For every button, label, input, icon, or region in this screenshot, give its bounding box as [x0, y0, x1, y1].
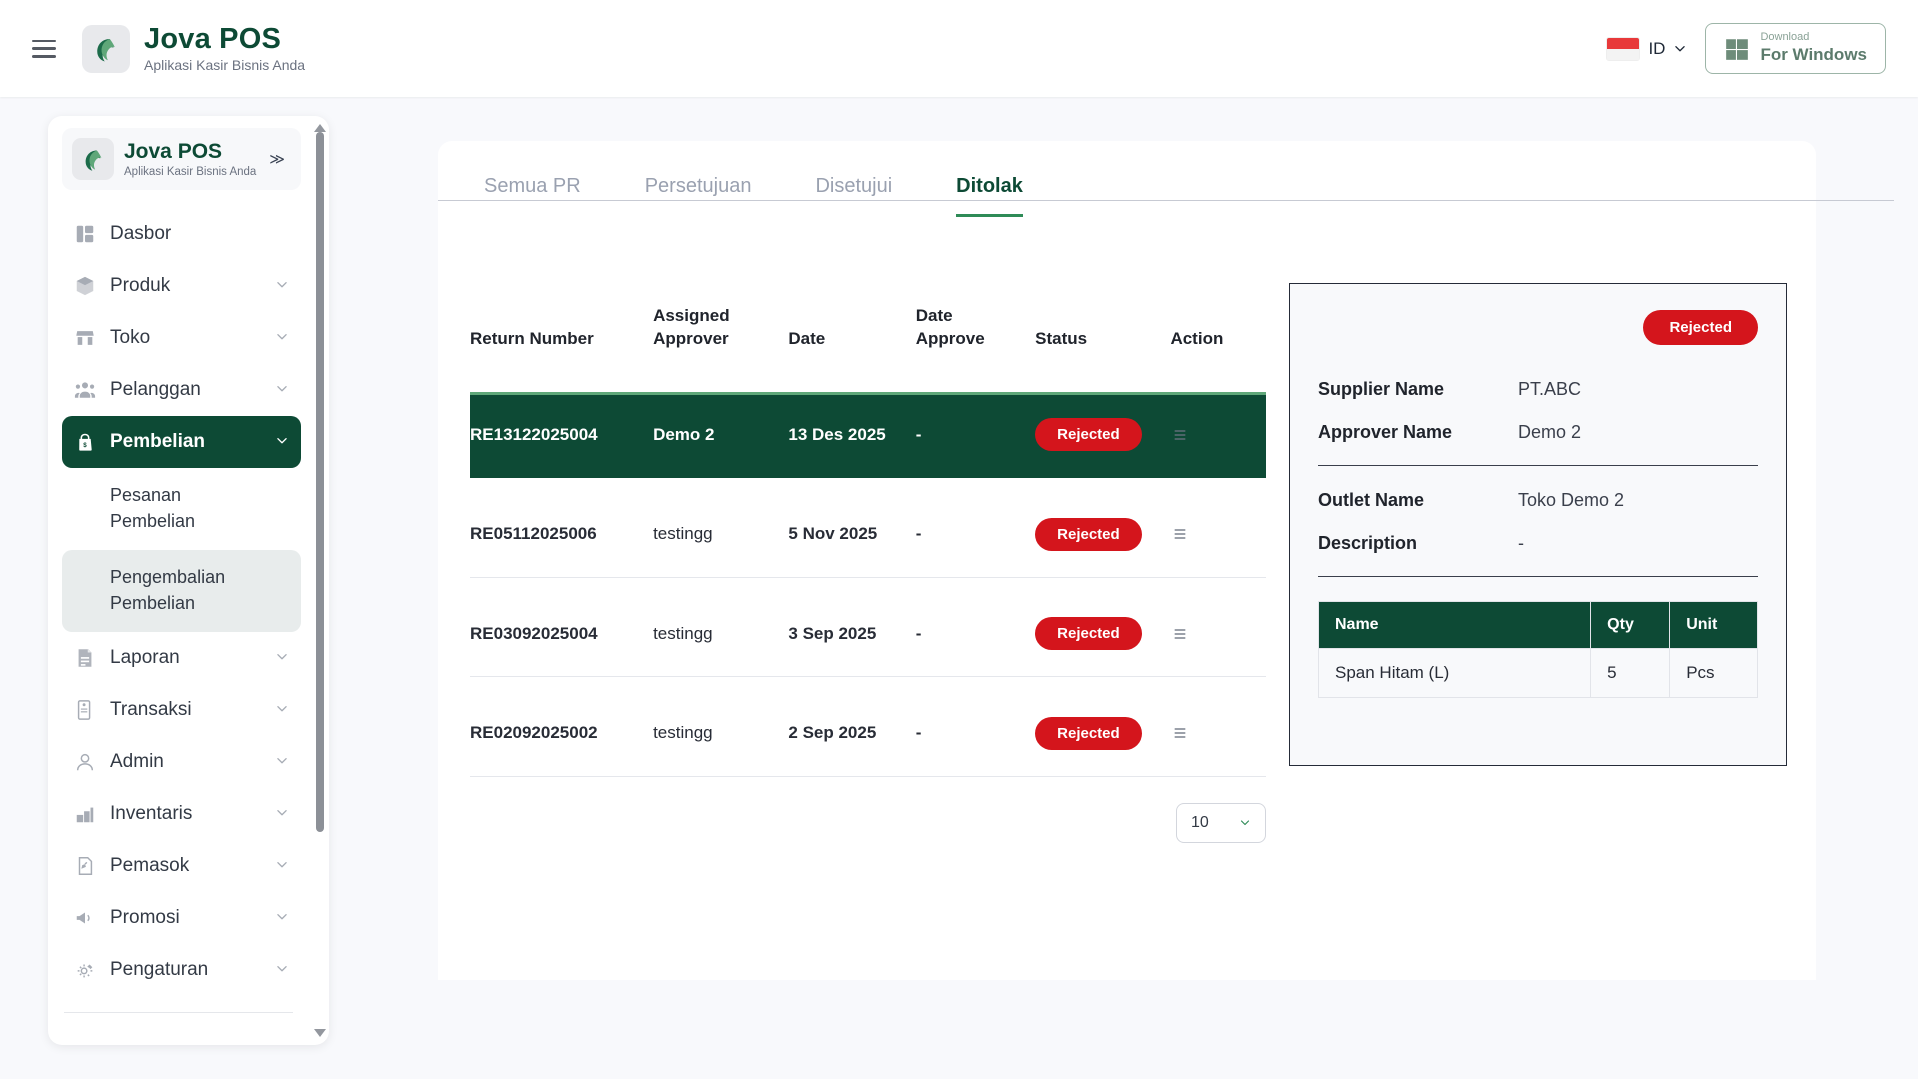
- svg-text:$: $: [83, 442, 87, 449]
